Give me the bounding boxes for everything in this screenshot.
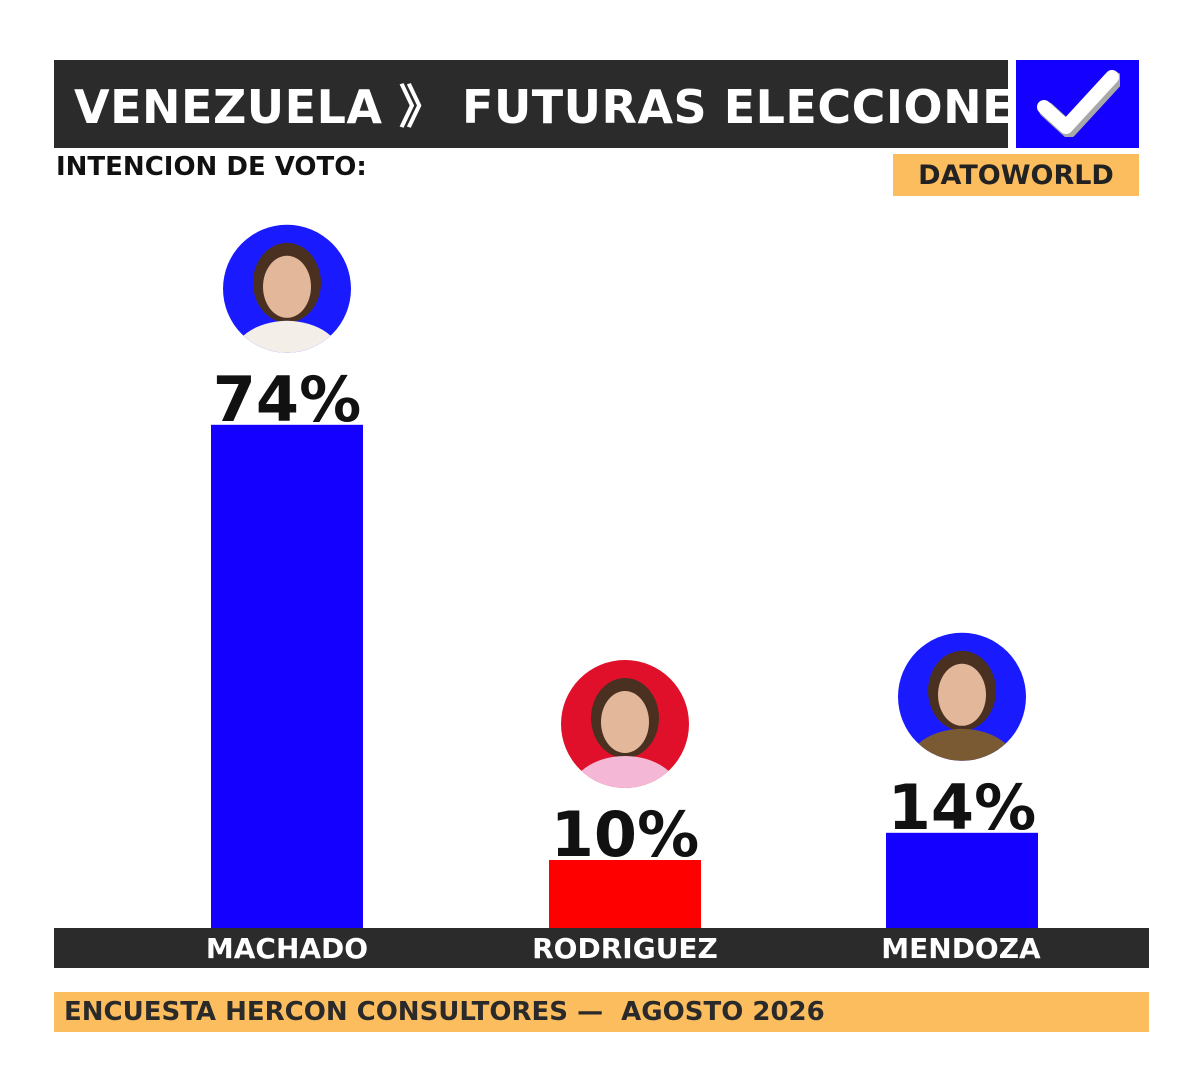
category-label-mendoza: MENDOZA <box>881 931 1041 965</box>
page-title: VENEZUELA 》 FUTURAS ELECCIONES <box>74 80 1048 134</box>
portrait-rodriguez <box>561 660 689 788</box>
checkmark-icon <box>1036 67 1123 141</box>
chart-subtitle: INTENCION DE VOTO: <box>56 152 367 182</box>
value-label-mendoza: 14% <box>888 771 1036 844</box>
portrait-mendoza <box>898 632 1026 761</box>
category-label-rodriguez: RODRIGUEZ <box>532 931 718 965</box>
title-bar: VENEZUELA 》 FUTURAS ELECCIONES <box>54 60 1047 148</box>
value-label-rodriguez: 10% <box>551 798 699 871</box>
footer-source: ENCUESTA HERCON CONSULTORES — AGOSTO 202… <box>54 992 1149 1032</box>
portrait-machado <box>223 224 351 353</box>
bar-rodriguez <box>549 860 701 928</box>
brand-badge: DATOWORLD <box>893 154 1139 196</box>
category-axis <box>54 928 1149 968</box>
bar-machado <box>211 424 363 928</box>
bar-mendoza <box>886 832 1038 928</box>
value-label-machado: 74% <box>213 363 361 436</box>
check-box <box>1016 60 1139 148</box>
category-label-machado: MACHADO <box>205 931 369 965</box>
